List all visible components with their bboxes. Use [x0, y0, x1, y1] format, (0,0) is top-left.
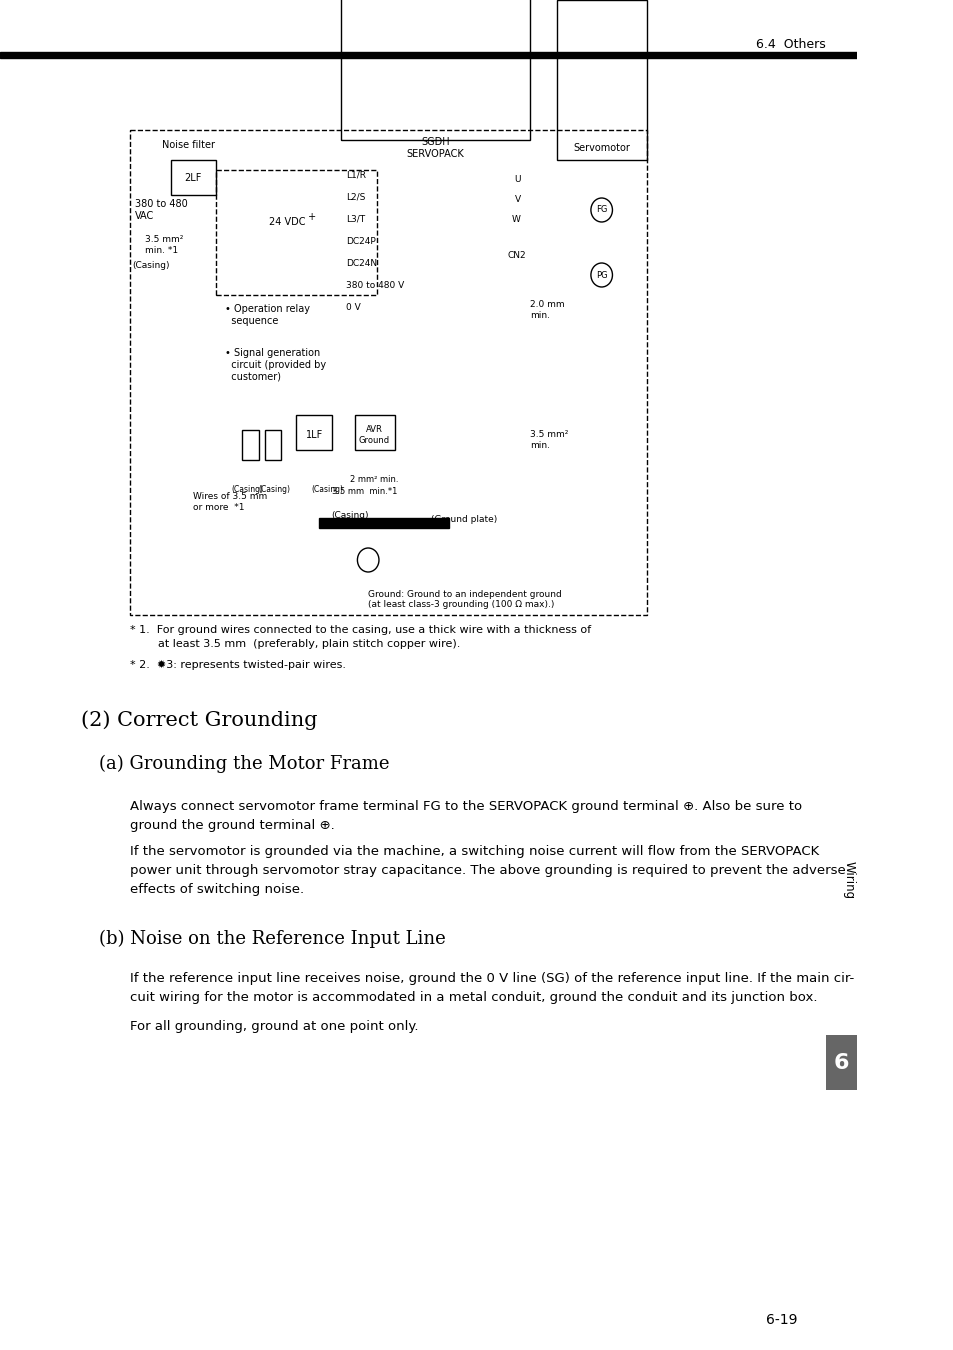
Text: W: W — [512, 216, 520, 224]
Text: 380 to 480
VAC: 380 to 480 VAC — [134, 200, 187, 221]
Text: 2.0 mm
min.: 2.0 mm min. — [529, 300, 564, 320]
Text: For all grounding, ground at one point only.: For all grounding, ground at one point o… — [130, 1021, 418, 1033]
Text: U: U — [514, 176, 520, 185]
Text: FG: FG — [596, 205, 607, 215]
Text: • Operation relay
  sequence: • Operation relay sequence — [224, 304, 309, 325]
Text: 6: 6 — [833, 1053, 848, 1073]
Text: SGDH
SERVOPACK: SGDH SERVOPACK — [406, 138, 464, 159]
Text: * 1.  For ground wires connected to the casing, use a thick wire with a thicknes: * 1. For ground wires connected to the c… — [130, 625, 591, 649]
Text: 380 to 480 V: 380 to 480 V — [345, 281, 403, 289]
Text: • Signal generation
  circuit (provided by
  customer): • Signal generation circuit (provided by… — [224, 348, 325, 382]
Text: AVR
Ground: AVR Ground — [358, 425, 390, 444]
Text: (Casing): (Casing) — [231, 486, 263, 494]
Text: (Casing): (Casing) — [132, 261, 170, 270]
Text: 3.5 mm²
min. *1: 3.5 mm² min. *1 — [145, 235, 184, 255]
Text: If the reference input line receives noise, ground the 0 V line (SG) of the refe: If the reference input line receives noi… — [130, 972, 854, 1004]
Bar — [341, 0, 529, 140]
Bar — [242, 431, 258, 460]
Bar — [171, 161, 215, 194]
Text: PG: PG — [596, 270, 607, 279]
Text: L2/S: L2/S — [345, 193, 365, 201]
Text: If the servomotor is grounded via the machine, a switching noise current will fl: If the servomotor is grounded via the ma… — [130, 845, 845, 896]
Text: CN2: CN2 — [507, 251, 525, 259]
Text: 2 mm² min.: 2 mm² min. — [350, 475, 398, 485]
Text: V: V — [515, 196, 520, 204]
Bar — [557, 0, 646, 161]
Text: 0 V: 0 V — [345, 302, 360, 312]
Bar — [265, 431, 281, 460]
Text: (b) Noise on the Reference Input Line: (b) Noise on the Reference Input Line — [99, 930, 445, 948]
Bar — [215, 170, 376, 296]
Text: DC24P: DC24P — [345, 236, 375, 246]
Text: 2LF: 2LF — [184, 173, 201, 184]
Text: Wiring: Wiring — [842, 861, 855, 899]
Text: Always connect servomotor frame terminal FG to the SERVOPACK ground terminal ⊕. : Always connect servomotor frame terminal… — [130, 801, 801, 832]
Text: Noise filter: Noise filter — [162, 140, 214, 150]
Text: (a) Grounding the Motor Frame: (a) Grounding the Motor Frame — [99, 755, 389, 774]
Bar — [318, 518, 449, 528]
Bar — [355, 414, 395, 450]
Text: DC24N: DC24N — [345, 258, 376, 267]
Text: 1LF: 1LF — [305, 431, 323, 440]
Text: 3.5 mm  min.*1: 3.5 mm min.*1 — [332, 487, 397, 497]
Text: (Casing): (Casing) — [257, 486, 290, 494]
Text: * 2.  ✹3: represents twisted-pair wires.: * 2. ✹3: represents twisted-pair wires. — [130, 660, 346, 670]
Text: Servomotor: Servomotor — [573, 143, 630, 153]
Text: (Ground plate): (Ground plate) — [431, 516, 497, 525]
Text: +: + — [305, 212, 316, 221]
Text: L1/R: L1/R — [345, 170, 365, 180]
Text: (Casing): (Casing) — [331, 510, 369, 520]
Text: (Casing): (Casing) — [312, 486, 343, 494]
Bar — [0, 53, 856, 58]
Text: 3.5 mm²
min.: 3.5 mm² min. — [529, 431, 568, 450]
Bar — [825, 1035, 856, 1089]
Text: (2) Correct Grounding: (2) Correct Grounding — [81, 710, 317, 729]
Text: 6.4  Others: 6.4 Others — [756, 39, 825, 51]
Bar — [296, 414, 332, 450]
Text: L3/T: L3/T — [345, 215, 364, 224]
Text: 24 VDC: 24 VDC — [269, 217, 305, 227]
Text: Wires of 3.5 mm
or more  *1: Wires of 3.5 mm or more *1 — [193, 493, 267, 512]
Text: 6-19: 6-19 — [764, 1314, 796, 1327]
Text: Ground: Ground to an independent ground
(at least class-3 grounding (100 Ω max).: Ground: Ground to an independent ground … — [368, 590, 561, 609]
